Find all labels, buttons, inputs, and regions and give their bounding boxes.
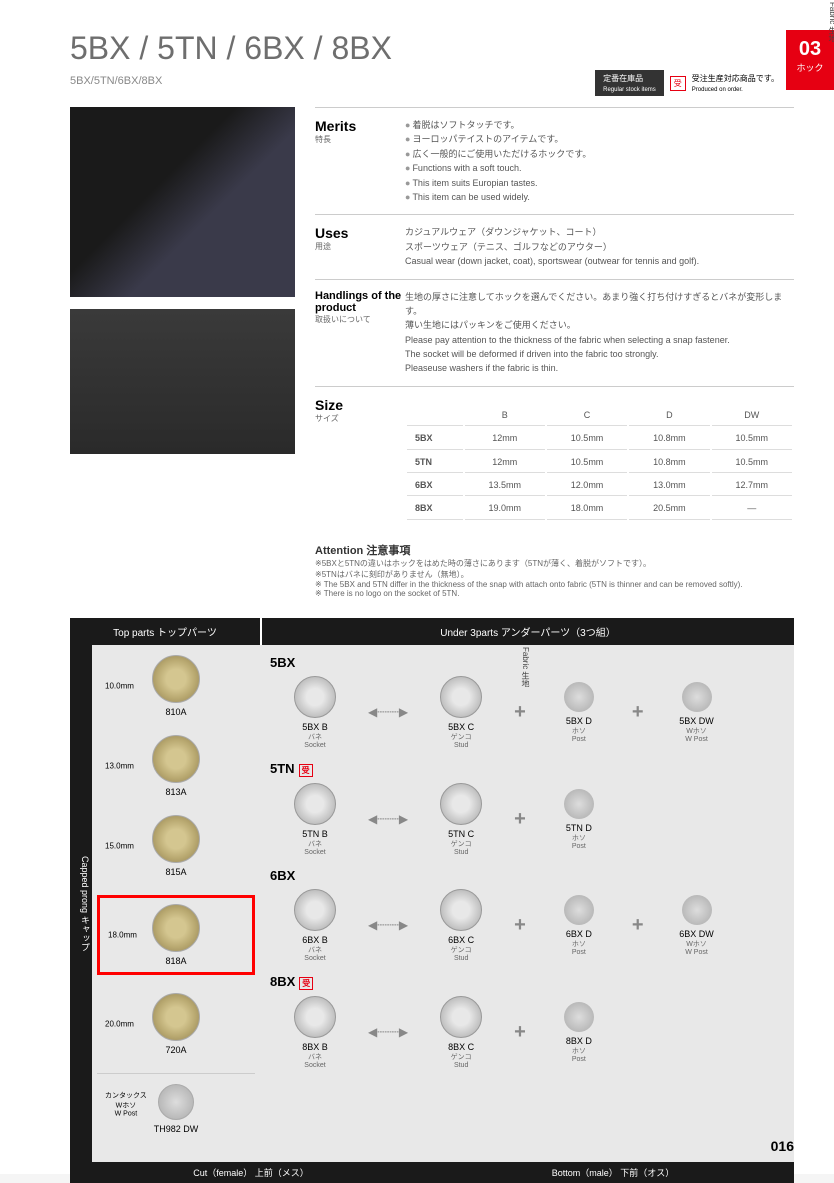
under-group: 5TN受5TN BバネSocket◀┄┄┄▶5TN CゲンコStud+5TN D… <box>270 761 784 856</box>
under-parts-header: Under 3parts アンダーパーツ（3つ組） <box>262 618 794 645</box>
under-part-item: 8BX CゲンコStud <box>416 996 506 1069</box>
side-label: Capped prong キャップ <box>70 645 92 1162</box>
under-part-item: 6BX DホソPost <box>534 895 624 956</box>
size-table: BCDDW 5BX12mm10.5mm10.8mm10.5mm5TN12mm10… <box>405 403 794 522</box>
tab-label: ホック <box>786 61 834 74</box>
merits-content: 着脱はソフトタッチです。ヨーロッパテイストのアイテムです。広く一般的にご使用いた… <box>405 118 794 204</box>
attention-block: Attention 注意事項 ※5BXと5TNの違いはホックをはめた時の薄さにあ… <box>315 542 794 598</box>
top-part-item: 15.0mm815A <box>97 815 255 877</box>
under-group: 8BX受8BX BバネSocket◀┄┄┄▶8BX CゲンコStud+8BX D… <box>270 974 784 1069</box>
uses-label: Uses <box>315 225 405 241</box>
under-part-item: 5BX DWWホソW Post <box>652 682 742 743</box>
under-part-item: 6BX DWWホソW Post <box>652 895 742 956</box>
badges: 定番在庫品 Regular stock items 受 受注生産対応商品です。 … <box>595 70 779 96</box>
fabric-label-2: Fabric 生地 <box>520 647 531 687</box>
product-photo-1 <box>70 107 295 297</box>
top-part-item: 18.0mm818A <box>97 895 255 975</box>
under-part-item: 6BX BバネSocket <box>270 889 360 962</box>
under-part-item: 5BX BバネSocket <box>270 676 360 749</box>
under-part-item: 5TN CゲンコStud <box>416 783 506 856</box>
under-part-item: 6BX CゲンコStud <box>416 889 506 962</box>
under-part-item: 8BX DホソPost <box>534 1002 624 1063</box>
badge-order: 受注生産対応商品です。 Produced on order. <box>692 73 779 93</box>
handling-content: 生地の厚さに注意してホックを選んでください。あまり強く打ち付けすぎるとバネが変形… <box>405 290 794 376</box>
order-icon: 受 <box>670 76 686 91</box>
under-part-item: 5BX CゲンコStud <box>416 676 506 749</box>
top-part-item: 20.0mm720A <box>97 993 255 1055</box>
badge-stock: 定番在庫品 Regular stock items <box>595 70 664 96</box>
page-title: 5BX / 5TN / 6BX / 8BX <box>70 30 392 67</box>
footer-cut: Cut（female） 上前（メス） <box>70 1162 432 1183</box>
footer-bottom: Bottom（male） 下前（オス） <box>432 1162 794 1183</box>
size-label: Size <box>315 397 405 413</box>
top-part-item: 10.0mm810A <box>97 655 255 717</box>
handling-label: Handlings of the product <box>315 290 405 314</box>
page-number: 016 <box>771 1138 794 1154</box>
product-photo-2 <box>70 309 295 454</box>
under-part-item: 8BX BバネSocket <box>270 996 360 1069</box>
under-part-item: 5TN BバネSocket <box>270 783 360 856</box>
under-part-item: 5BX DホソPost <box>534 682 624 743</box>
under-part-item: 5TN DホソPost <box>534 789 624 850</box>
page-subtitle: 5BX/5TN/6BX/8BX <box>70 75 392 87</box>
under-group: 6BX6BX BバネSocket◀┄┄┄▶6BX CゲンコStud+6BX Dホ… <box>270 868 784 962</box>
top-part-item: 13.0mm813A <box>97 735 255 797</box>
uses-content: カジュアルウェア（ダウンジャケット、コート） スポーツウェア（テニス、ゴルフなど… <box>405 225 794 268</box>
top-parts-header: Top parts トップパーツ <box>70 618 260 645</box>
merits-label: Merits <box>315 118 405 134</box>
fabric-label-1: Fabric 生地 <box>827 2 834 42</box>
